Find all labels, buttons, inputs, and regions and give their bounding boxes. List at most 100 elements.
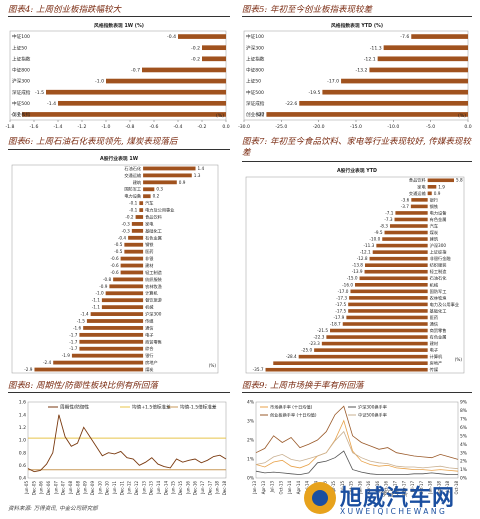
bar (389, 224, 428, 228)
category-label: 上证50 (246, 78, 261, 85)
category-label: 石油石化 (124, 165, 142, 172)
category-label: 电力设备 (430, 209, 448, 216)
panel-7-rule (242, 161, 472, 162)
category-label: 中证100 (246, 33, 264, 40)
x-tick-label: -5.0 (426, 124, 435, 130)
bar (124, 249, 144, 254)
y-tick-label: 9% (460, 400, 467, 406)
bar (314, 348, 428, 352)
bar (348, 302, 428, 307)
y-tick-label: 1.4 (19, 412, 26, 418)
bar (427, 178, 455, 183)
x-tick-label: Oct-13 (278, 481, 283, 495)
category-label: 通信 (430, 320, 438, 327)
panel-4-title: 图表4: 上周创业板指跌幅较大 (8, 5, 121, 15)
category-label: 食品饮料 (409, 177, 427, 184)
chart-p9: 0% 1% 2% 3% 4% 5% 6% 7% 8% 9% 0% 1% 2% 3% 4% 市场换手率 (十日均… (247, 400, 467, 495)
x-tick-label: 0.0 (464, 124, 471, 130)
value-label: -21.5 (317, 328, 328, 333)
category-label: 餐饮旅游 (145, 297, 163, 304)
category-label: 非银行金融 (430, 255, 452, 262)
value-label: -0.3 (122, 228, 131, 233)
category-label: 中证800 (246, 67, 264, 74)
value-label: 1.9 (438, 184, 445, 189)
x-tick-label: -10.0 (387, 124, 399, 130)
x-tick-label: Jun-12 (127, 481, 132, 495)
y-tick-label: 3% (460, 450, 467, 456)
series-line (255, 450, 458, 476)
category-label: 创业板指 (12, 111, 31, 118)
x-tick-label: Oct-16 (384, 481, 389, 495)
category-label: 沪深300 (145, 311, 162, 318)
x-tick-label: Apr-14 (296, 481, 301, 495)
value-label: -13.2 (356, 68, 368, 74)
category-label: 煤炭 (430, 229, 438, 236)
unit-label: (%) (455, 357, 463, 362)
bar (427, 185, 437, 189)
bar (346, 315, 428, 320)
bar (364, 269, 428, 274)
chart-p7: A股行业表现 YTD 食品饮料 5.8 家电 1.9 交通运输 0.9银行 -3.6 钢铁 -3.… (245, 167, 465, 374)
bar (143, 180, 177, 185)
chart-p4: 风格指数表现 1W (%) 中证100 -0.4 上证50 -0.2 上证指数 -0.2 中证… (6, 22, 230, 130)
x-tick-label: Jun-17 (200, 481, 205, 495)
y-tick-label: 2% (460, 459, 467, 465)
category-label: 建筑 (430, 236, 439, 243)
x-tick-label: -0.2 (198, 124, 207, 130)
x-tick-label: 0.0 (222, 124, 229, 130)
left-y-tick-label: 1% (247, 457, 254, 463)
x-tick-label: Dec-07 (61, 481, 66, 496)
bar (34, 367, 144, 372)
y-tick-label: 7% (460, 416, 467, 422)
bar (178, 34, 226, 39)
category-label: 机械 (145, 304, 154, 311)
category-label: 石油石化 (430, 275, 448, 282)
value-label: -17.0 (327, 79, 339, 85)
value-label: -2.9 (24, 367, 33, 372)
category-label: 基础化工 (430, 307, 447, 314)
value-label: -1.4 (80, 312, 89, 317)
panel-5-title: 图表5: 年初至今创业板指表现较差 (242, 5, 372, 15)
bar (202, 45, 226, 51)
category-label: 综合 (145, 345, 154, 352)
x-tick-label: Jun-05 (24, 481, 29, 495)
value-label: -7.6 (400, 34, 409, 40)
x-tick-label: Jun-11 (112, 481, 117, 495)
x-tick-label: Dec-11 (119, 481, 124, 496)
bar (326, 335, 428, 339)
x-tick-label: Jun-13 (141, 481, 146, 495)
category-label: 基础化工 (145, 227, 162, 234)
value-label: -9.5 (374, 230, 383, 235)
category-label: 上证指数 (12, 55, 31, 62)
value-label: -1.5 (35, 90, 44, 96)
category-label: 中证500 (246, 89, 264, 96)
toutiao-watermark-text: 今日头条 (380, 490, 408, 498)
chart-p6: A股行业表现 1W 石油石化 1.4 交通运输 1.3 建筑 0.9 国防军工 0.3 电力设备 0… (11, 155, 219, 374)
x-tick-label: Jul-15 (340, 481, 345, 494)
bar (79, 346, 144, 351)
category-label: 建材 (430, 340, 438, 347)
y-tick-label: 0.6 (19, 463, 26, 469)
category-label: 上证50 (12, 44, 27, 51)
bar (348, 309, 428, 313)
chart-title: 风格指数表现 YTD (%) (331, 22, 383, 29)
category-label: 轻工制造 (145, 269, 163, 276)
bar (266, 112, 468, 117)
bar (83, 326, 144, 330)
plot-frame (255, 401, 459, 479)
category-label: 沪深300 (430, 242, 447, 249)
value-label: -11.3 (364, 243, 375, 248)
value-label: -0.1 (129, 201, 138, 206)
value-label: -27 (257, 112, 265, 118)
bar (58, 100, 226, 106)
bar (349, 296, 428, 300)
bar (46, 89, 226, 95)
bar (410, 204, 428, 209)
bar (342, 322, 428, 326)
plot-frame (27, 401, 227, 479)
panel-4-rule (8, 16, 230, 17)
y-tick-label: 0.8 (19, 450, 26, 456)
category-label: 中证100 (12, 33, 30, 40)
category-label: 中证500 (12, 100, 30, 107)
unit-label: (%) (458, 113, 466, 119)
